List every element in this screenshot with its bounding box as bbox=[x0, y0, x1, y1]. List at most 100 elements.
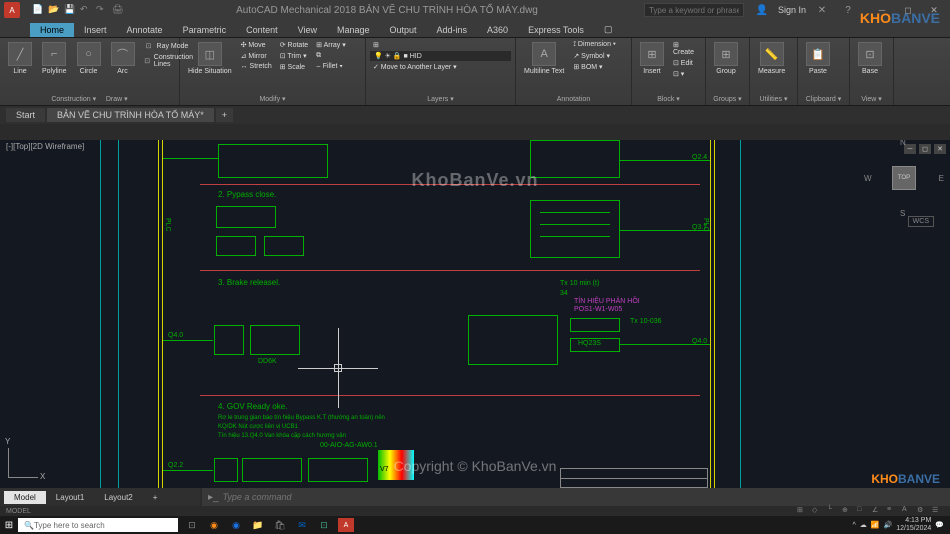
wcs-label[interactable]: WCS bbox=[908, 216, 934, 227]
sign-in-link[interactable]: Sign In bbox=[778, 5, 806, 15]
edit-block-button[interactable]: ⊡ Edit bbox=[670, 58, 701, 68]
otrack-toggle[interactable]: ∠ bbox=[872, 506, 884, 516]
cmd-icon[interactable]: ▸_ bbox=[208, 492, 219, 503]
status-model[interactable]: MODEL bbox=[6, 508, 31, 515]
app-icon[interactable]: A bbox=[4, 2, 20, 18]
help-icon[interactable]: ? bbox=[838, 3, 858, 17]
wifi-icon[interactable]: 📶 bbox=[871, 521, 880, 529]
start-button[interactable]: ⊞ bbox=[0, 516, 18, 534]
mirror-button[interactable]: ⊿ Mirror bbox=[238, 51, 275, 61]
tab-focus[interactable]: ▢ bbox=[594, 22, 623, 37]
tab-annotate[interactable]: Annotate bbox=[117, 23, 173, 37]
copilot-icon[interactable]: ◉ bbox=[206, 518, 222, 532]
exchange-icon[interactable]: ✕ bbox=[812, 3, 832, 17]
layer-tools-row[interactable]: ⊞ bbox=[370, 40, 511, 50]
symbol-button[interactable]: ↗ Symbol ▾ bbox=[570, 51, 619, 61]
q24-label: Q2.4 bbox=[692, 154, 707, 161]
move-button[interactable]: ✣ Move bbox=[238, 40, 275, 50]
measure-button[interactable]: 📏Measure bbox=[754, 40, 789, 77]
layout1-tab[interactable]: Layout1 bbox=[46, 491, 94, 504]
dimension-button[interactable]: ⟟ Dimension ▾ bbox=[570, 40, 619, 50]
start-tab[interactable]: Start bbox=[6, 108, 45, 122]
polar-toggle[interactable]: ⊕ bbox=[842, 506, 854, 516]
polyline-button[interactable]: ⌐Polyline bbox=[38, 40, 71, 77]
viewport-label[interactable]: [-][Top][2D Wireframe] bbox=[6, 142, 84, 151]
document-tab[interactable]: BẢN VẼ CHU TRÌNH HÒA TỔ MÁY* bbox=[47, 108, 214, 122]
ortho-toggle[interactable]: └ bbox=[827, 506, 839, 516]
arc-button[interactable]: ⌒Arc bbox=[107, 40, 139, 77]
stretch-button[interactable]: ↔ Stretch bbox=[238, 62, 275, 71]
fillet-button[interactable]: ⌢ Fillet ▾ bbox=[313, 62, 349, 72]
grid-toggle[interactable]: ⊞ bbox=[797, 506, 809, 516]
layer-selector[interactable]: 💡 ☀ 🔒 ■ HID bbox=[370, 51, 511, 61]
autocad-icon[interactable]: A bbox=[338, 518, 354, 532]
annotation-toggle[interactable]: A bbox=[902, 506, 914, 516]
base-button[interactable]: ⊡Base bbox=[854, 40, 886, 77]
sound-icon[interactable]: 🔊 bbox=[884, 521, 893, 529]
tray-expand[interactable]: ^ bbox=[853, 522, 856, 529]
explorer-icon[interactable]: 📁 bbox=[250, 518, 266, 532]
paste-button[interactable]: 📋Paste bbox=[802, 40, 834, 77]
bom-button[interactable]: ⊞ BOM ▾ bbox=[570, 62, 619, 72]
taskview-icon[interactable]: ⊡ bbox=[184, 518, 200, 532]
hide-situation-button[interactable]: ◫Hide Situation bbox=[184, 40, 236, 77]
edge-icon[interactable]: ◉ bbox=[228, 518, 244, 532]
cloud-icon[interactable]: ☁ bbox=[860, 521, 867, 529]
array-button[interactable]: ⊞ Array ▾ bbox=[313, 40, 349, 50]
workspace-toggle[interactable]: ⚙ bbox=[917, 506, 929, 516]
new-tab-button[interactable]: + bbox=[216, 108, 233, 122]
command-line[interactable]: ▸_ bbox=[202, 488, 950, 506]
model-tab[interactable]: Model bbox=[4, 491, 46, 504]
rotate-button[interactable]: ⟳ Rotate bbox=[277, 40, 311, 50]
osnap-toggle[interactable]: □ bbox=[857, 506, 869, 516]
tab-home[interactable]: Home bbox=[30, 23, 74, 37]
tab-express[interactable]: Express Tools bbox=[518, 23, 594, 37]
command-input[interactable] bbox=[223, 492, 944, 502]
tab-content[interactable]: Content bbox=[236, 23, 288, 37]
insert-button[interactable]: ⊞Insert bbox=[636, 40, 668, 77]
scale-button[interactable]: ⊞ Scale bbox=[277, 62, 311, 72]
help-search-input[interactable] bbox=[644, 3, 744, 17]
new-icon[interactable]: 📄 bbox=[32, 4, 44, 16]
add-layout-button[interactable]: + bbox=[143, 491, 168, 504]
store-icon[interactable]: 🛍 bbox=[272, 518, 288, 532]
tab-manage[interactable]: Manage bbox=[327, 23, 380, 37]
save-icon[interactable]: 💾 bbox=[64, 4, 76, 16]
undo-icon[interactable]: ↶ bbox=[80, 4, 92, 16]
windows-search[interactable]: 🔍 Type here to search bbox=[18, 518, 178, 532]
mail-icon[interactable]: ✉ bbox=[294, 518, 310, 532]
line-button[interactable]: ╱Line bbox=[4, 40, 36, 77]
circle-button[interactable]: ○Circle bbox=[73, 40, 105, 77]
redo-icon[interactable]: ↷ bbox=[96, 4, 108, 16]
viewcube-east[interactable]: E bbox=[939, 174, 944, 183]
viewcube-north[interactable]: N bbox=[900, 140, 906, 147]
viewcube-south[interactable]: S bbox=[900, 209, 905, 218]
create-block-button[interactable]: ⊞ Create bbox=[670, 40, 701, 57]
tab-insert[interactable]: Insert bbox=[74, 23, 117, 37]
tab-output[interactable]: Output bbox=[380, 23, 427, 37]
group-button[interactable]: ⊞Group bbox=[710, 40, 742, 77]
app1-icon[interactable]: ⊡ bbox=[316, 518, 332, 532]
customize-button[interactable]: ☰ bbox=[932, 506, 944, 516]
clock[interactable]: 4:13 PM 12/15/2024 bbox=[896, 517, 931, 533]
tab-addins[interactable]: Add-ins bbox=[427, 23, 478, 37]
lineweight-toggle[interactable]: ≡ bbox=[887, 506, 899, 516]
viewcube[interactable]: N S E W TOP bbox=[874, 148, 934, 208]
trim-button[interactable]: ⊡ Trim ▾ bbox=[277, 51, 311, 61]
open-icon[interactable]: 📂 bbox=[48, 4, 60, 16]
tab-view[interactable]: View bbox=[288, 23, 327, 37]
layout2-tab[interactable]: Layout2 bbox=[94, 491, 142, 504]
tab-parametric[interactable]: Parametric bbox=[173, 23, 237, 37]
copy-button[interactable]: ⧉ bbox=[313, 51, 349, 61]
user-icon[interactable]: 👤 bbox=[752, 3, 772, 17]
block-extra-button[interactable]: ⊡ ▾ bbox=[670, 69, 701, 79]
move-layer-button[interactable]: ✓ Move to Another Layer ▾ bbox=[370, 62, 511, 72]
tab-a360[interactable]: A360 bbox=[477, 23, 518, 37]
notification-icon[interactable]: 💬 bbox=[935, 521, 944, 529]
print-icon[interactable]: 🖨 bbox=[112, 4, 124, 16]
drawing-canvas[interactable]: ─ ◻ ✕ 2. Pypass close. 3. Brake releasel… bbox=[0, 140, 950, 488]
viewcube-top[interactable]: TOP bbox=[892, 166, 916, 190]
viewcube-west[interactable]: W bbox=[864, 174, 872, 183]
mtext-button[interactable]: AMultiline Text bbox=[520, 40, 568, 77]
snap-toggle[interactable]: ◇ bbox=[812, 506, 824, 516]
